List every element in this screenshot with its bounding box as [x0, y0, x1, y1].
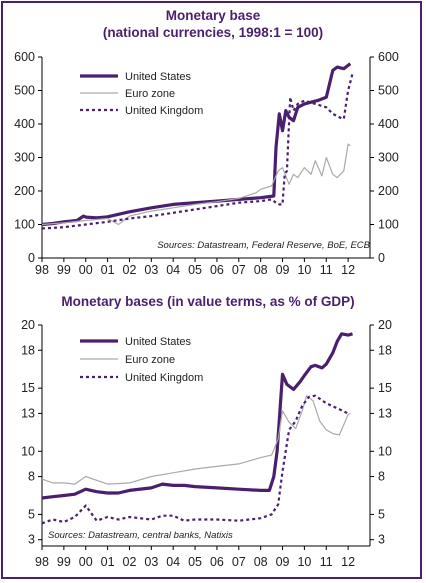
chart1-series-line-united-kingdom — [41, 73, 354, 230]
chart1-y-tick-label: 400 — [14, 117, 35, 131]
chart1-y-tick-label: 100 — [14, 218, 35, 232]
chart1-x-tick-label: 04 — [166, 263, 180, 277]
chart2-title: Monetary bases (in value terms, as % of … — [61, 294, 354, 309]
chart1-series-line-united-states — [41, 62, 352, 227]
chart1-legend-label: United Kingdom — [125, 105, 203, 117]
chart1-subtitle: (national currencies, 1998:1 = 100) — [103, 25, 323, 40]
chart2-x-tick-label: 02 — [123, 555, 137, 569]
chart2-y-tick-label: 10 — [21, 444, 35, 458]
chart2-y-tick-label: 13 — [21, 406, 35, 420]
chart1-x-tick-label: 99 — [57, 263, 71, 277]
chart1-legend-label: Euro zone — [125, 88, 175, 100]
chart2-x-tick-label: 04 — [166, 555, 180, 569]
chart1-x-tick-label: 12 — [341, 263, 355, 277]
chart1-y-tick-label: 0 — [28, 251, 35, 265]
chart2-x-tick-label: 99 — [57, 555, 71, 569]
chart1-title: Monetary base — [166, 8, 261, 23]
chart2-y2-tick-label: 3 — [378, 533, 385, 547]
chart2-y-tick-label: 3 — [28, 533, 35, 547]
chart1-x-tick-label: 09 — [276, 263, 290, 277]
chart2-x-tick-label: 10 — [297, 555, 311, 569]
chart2-x-tick-label: 98 — [35, 555, 49, 569]
chart2-x-tick-label: 05 — [188, 555, 202, 569]
chart1-x-tick-label: 07 — [232, 263, 246, 277]
chart1-x-tick-label: 08 — [254, 263, 268, 277]
chart-frame — [1, 1, 422, 579]
chart1-x-tick-label: 01 — [101, 263, 115, 277]
chart2-x-tick-label: 07 — [232, 555, 246, 569]
chart2-legend-label: United Kingdom — [125, 372, 203, 384]
chart1-y2-tick-label: 100 — [378, 218, 399, 232]
chart2-series-line-euro-zone — [41, 395, 351, 485]
chart1-y-tick-label: 300 — [14, 151, 35, 165]
chart2-legend-label: United States — [125, 336, 192, 348]
chart2-x-tick-label: 06 — [210, 555, 224, 569]
chart1-y-tick-label: 200 — [14, 184, 35, 198]
chart1-source: Sources: Datastream, Federal Reserve, Bo… — [157, 240, 370, 251]
chart1-y2-tick-label: 500 — [378, 84, 399, 98]
chart2-y2-tick-label: 13 — [378, 406, 392, 420]
chart1-x-tick-label: 10 — [297, 263, 311, 277]
chart2-y-tick-label: 8 — [28, 470, 35, 484]
chart2-x-tick-label: 00 — [79, 555, 93, 569]
chart1-legend-label: United States — [125, 71, 192, 83]
chart2-x-tick-label: 03 — [144, 555, 158, 569]
chart2-y2-tick-label: 5 — [378, 507, 385, 521]
chart1-y2-tick-label: 200 — [378, 184, 399, 198]
chart1-x-tick-label: 05 — [188, 263, 202, 277]
chart2-series-line-united-states — [41, 332, 353, 500]
chart1-x-tick-label: 00 — [79, 263, 93, 277]
chart1-y2-tick-label: 400 — [378, 117, 399, 131]
chart2-x-tick-label: 11 — [320, 555, 333, 569]
chart2-x-tick-label: 01 — [101, 555, 115, 569]
chart1-y2-tick-label: 0 — [378, 251, 385, 265]
chart2-source: Sources: Datastream, central banks, Nati… — [48, 530, 233, 541]
chart1-plot: 0100200300400500600010020030040050060098… — [14, 50, 399, 277]
chart2-x-tick-label: 08 — [254, 555, 268, 569]
chart1-x-tick-label: 03 — [144, 263, 158, 277]
chart1-x-tick-label: 06 — [210, 263, 224, 277]
chart2-y2-tick-label: 15 — [378, 381, 392, 395]
chart2-x-tick-label: 12 — [341, 555, 355, 569]
chart2-y-tick-label: 18 — [21, 343, 35, 357]
chart2-x-tick-label: 09 — [276, 555, 290, 569]
chart1-x-tick-label: 11 — [320, 263, 333, 277]
chart2-y-tick-label: 5 — [28, 507, 35, 521]
chart2-legend-label: Euro zone — [125, 354, 175, 366]
chart1-y-tick-label: 500 — [14, 84, 35, 98]
chart1-y-tick-label: 600 — [14, 50, 35, 64]
chart2-y-tick-label: 15 — [21, 381, 35, 395]
chart1-x-tick-label: 02 — [123, 263, 137, 277]
chart2-y2-tick-label: 18 — [378, 343, 392, 357]
chart1-y2-tick-label: 300 — [378, 151, 399, 165]
chart1-x-tick-label: 98 — [35, 263, 49, 277]
chart2-series-line-united-kingdom — [41, 394, 349, 525]
chart1-y2-tick-label: 600 — [378, 50, 399, 64]
chart1-series-line-euro-zone — [41, 143, 351, 226]
chart2-y2-tick-label: 10 — [378, 444, 392, 458]
chart2-plot: 3 5 8 10 13 15 18 20 3 5 8 10 13 15 18 20 98 99 00 01 02 03 04… — [21, 318, 392, 569]
chart2-y-tick-label: 20 — [21, 318, 35, 332]
chart2-y2-tick-label: 20 — [378, 318, 392, 332]
chart2-y2-tick-label: 8 — [378, 470, 385, 484]
